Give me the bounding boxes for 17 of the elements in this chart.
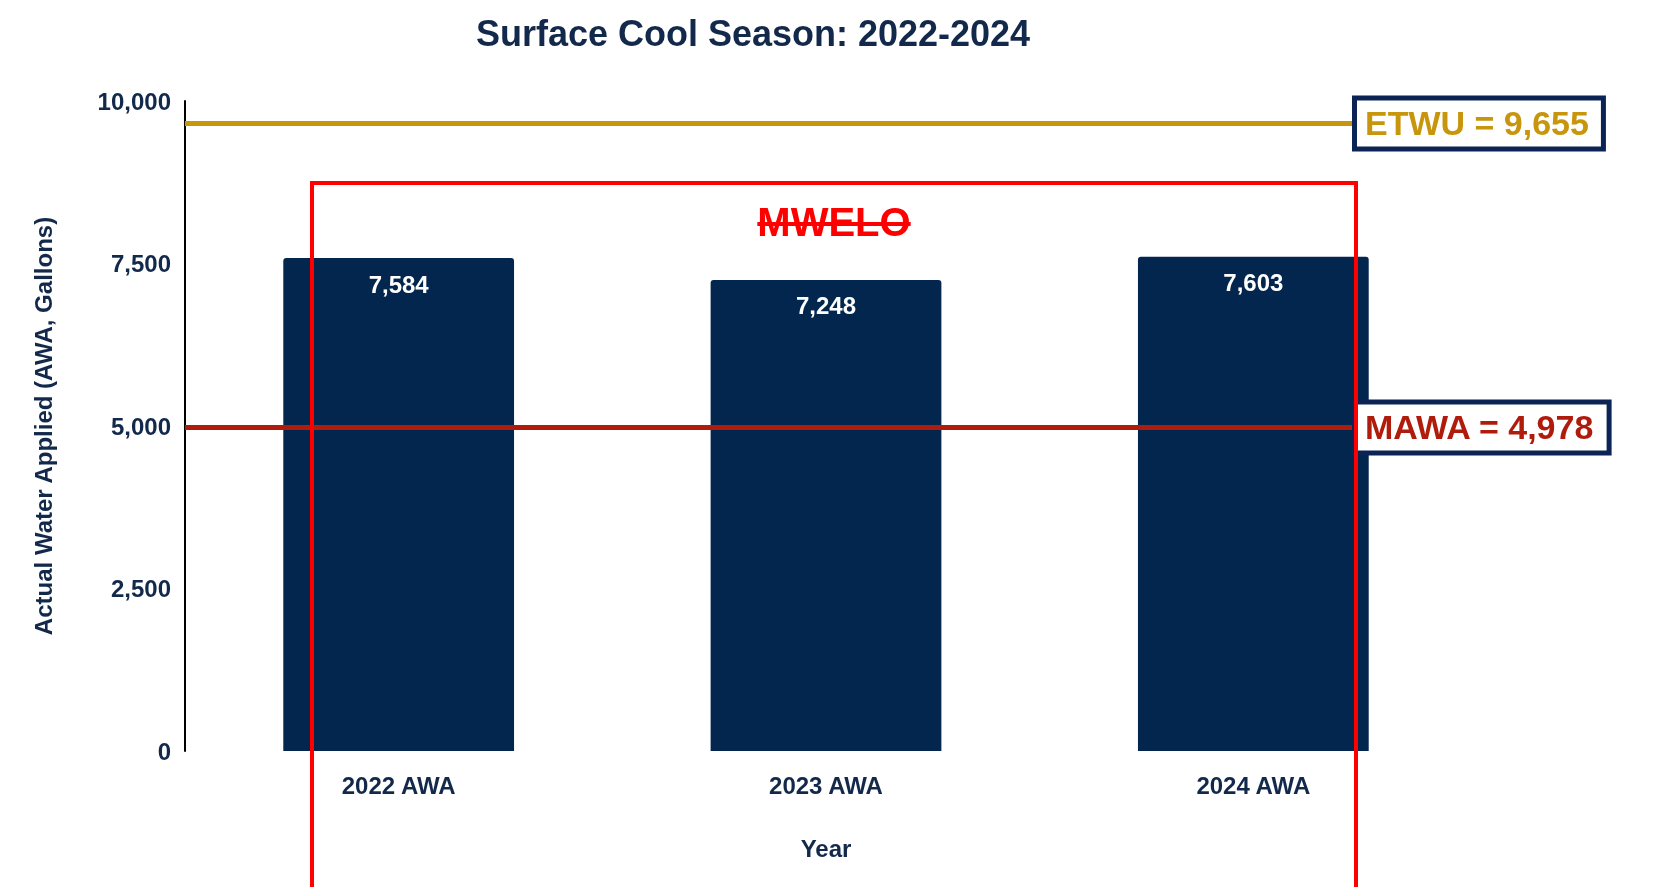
x-axis-title: Year — [800, 834, 852, 862]
y-axis-title: Actual Water Applied (AWA, Gallons) — [29, 216, 57, 636]
chart-title: Surface Cool Season: 2022-2024 — [475, 12, 1031, 54]
data-label: 7,248 — [795, 292, 857, 320]
ref-line-label: MAWA = 4,978 — [1365, 408, 1594, 447]
x-tick-label: 2023 AWA — [769, 771, 883, 799]
x-tick-label: 2022 AWA — [341, 771, 456, 799]
y-tick-label: 2,500 — [110, 575, 171, 602]
y-tick-label: 0 — [157, 737, 171, 765]
y-tick-label: 7,500 — [110, 250, 171, 277]
data-label: 7,603 — [1223, 269, 1284, 297]
ref-line-label: ETWU = 9,655 — [1365, 104, 1589, 143]
x-tick-label: 2024 AWA — [1196, 771, 1311, 799]
y-tick-label: 5,000 — [110, 412, 171, 440]
data-label: 7,584 — [368, 270, 430, 298]
annotation: MWELO — [756, 200, 912, 245]
y-tick-label: 10,000 — [97, 87, 171, 115]
